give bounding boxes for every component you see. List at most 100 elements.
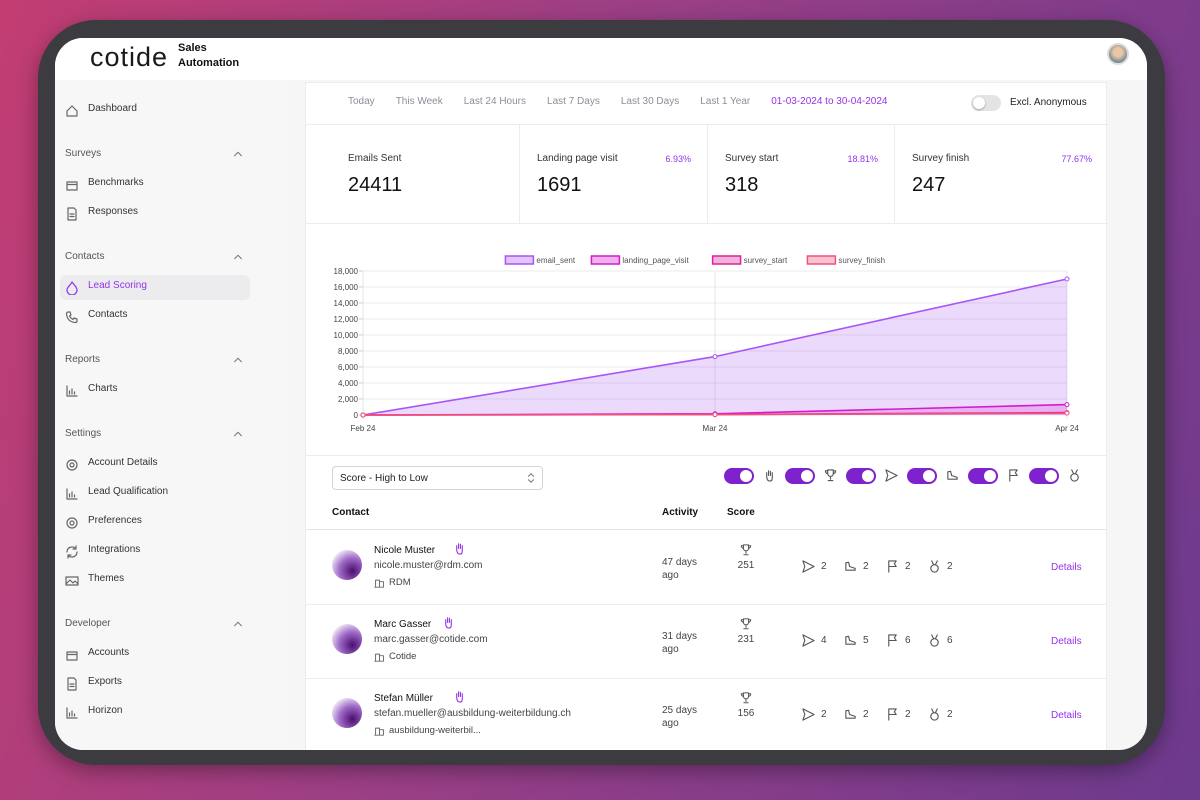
- contact-email: marc.gasser@cotide.com: [374, 634, 488, 645]
- nav-item[interactable]: Charts: [88, 383, 118, 394]
- hand-icon-shape: [455, 691, 463, 703]
- count-icon-shape: [930, 634, 939, 647]
- filter-toggle[interactable]: [846, 468, 876, 484]
- hand-icon: [444, 617, 452, 629]
- count-icon: [930, 634, 939, 647]
- score-icon-shape: [740, 544, 752, 556]
- y-tick-label: 10,000: [334, 331, 359, 340]
- nav-icon-shape: [66, 488, 78, 500]
- activity: 31 days ago: [662, 631, 698, 655]
- anonymous-toggle[interactable]: [971, 95, 1001, 111]
- y-tick-label: 18,000: [334, 267, 359, 276]
- count-icon: [802, 560, 815, 573]
- logo: cotide: [90, 42, 169, 72]
- count-icon-shape: [802, 560, 815, 573]
- contact-avatar: [332, 624, 362, 654]
- point: [1064, 410, 1070, 416]
- sort-select[interactable]: Score - High to Low: [332, 466, 543, 490]
- filter-icon-shape: [766, 470, 773, 482]
- nav-item[interactable]: Lead Scoring: [88, 280, 147, 291]
- nav-item[interactable]: Account Details: [88, 457, 158, 468]
- hand-icon-shape: [444, 617, 452, 629]
- nav-icon: [66, 459, 78, 471]
- nav-item[interactable]: Preferences: [88, 515, 142, 526]
- nav-item[interactable]: Horizon: [88, 705, 123, 716]
- nav-item[interactable]: Exports: [88, 676, 122, 687]
- filter-option[interactable]: Last 30 Days: [620, 96, 680, 107]
- nav-icon-shape: [66, 105, 78, 117]
- details-link[interactable]: Details: [1051, 636, 1082, 647]
- nav-icon: [66, 488, 78, 500]
- x-tick-label: Mar 24: [703, 424, 728, 433]
- filter-option[interactable]: Last 24 Hours: [463, 96, 527, 107]
- score-icon-shape: [740, 618, 752, 630]
- nav-item[interactable]: Lead Qualification: [88, 486, 169, 497]
- count-icon-shape: [802, 708, 815, 721]
- nav-icon-shape: [66, 385, 78, 397]
- stat-label: Survey start: [725, 153, 779, 164]
- details-link[interactable]: Details: [1051, 710, 1082, 721]
- details-link[interactable]: Details: [1051, 562, 1082, 573]
- hand-icon: [455, 691, 463, 703]
- nav-icon-shape: [66, 181, 78, 191]
- nav-item[interactable]: Integrations: [88, 544, 141, 555]
- stat-rate: 77.67%: [1061, 154, 1092, 164]
- filter-option[interactable]: This Week: [395, 96, 443, 107]
- x-tick-label: Feb 24: [351, 424, 376, 433]
- nav-item[interactable]: Benchmarks: [88, 177, 144, 188]
- row-border: [306, 678, 1106, 679]
- filter-option[interactable]: Today: [348, 96, 375, 107]
- product-name: Sales Automation: [178, 42, 240, 69]
- filter-toggle[interactable]: [724, 468, 754, 484]
- count: 2: [947, 561, 953, 572]
- filter-icon: [1009, 469, 1018, 482]
- point: [1064, 276, 1070, 282]
- filter-toggle[interactable]: [785, 468, 815, 484]
- collapse-chevron: [234, 431, 242, 437]
- nav-item[interactable]: Themes: [88, 573, 125, 584]
- point: [712, 412, 718, 418]
- count: 6: [947, 635, 953, 646]
- count: 2: [863, 561, 869, 572]
- nav-item[interactable]: Contacts: [88, 309, 128, 320]
- collapse-chevron: [234, 254, 242, 260]
- count-icon: [845, 635, 856, 645]
- count: 2: [821, 709, 827, 720]
- sort-value: Score - High to Low: [340, 473, 428, 484]
- nav-section-title: Settings: [65, 428, 102, 439]
- nav-section-title: Surveys: [65, 148, 102, 159]
- user-avatar[interactable]: [1107, 43, 1129, 65]
- area: [363, 279, 1067, 415]
- count-icon: [845, 709, 856, 719]
- select-arrows: [527, 473, 535, 483]
- nav-icon: [66, 181, 78, 191]
- toggle-knob: [973, 97, 985, 109]
- column-header: Score: [727, 507, 755, 518]
- filter-toggle[interactable]: [968, 468, 998, 484]
- filter-option[interactable]: Last 1 Year: [700, 96, 751, 107]
- count: 2: [905, 561, 911, 572]
- filter-toggle[interactable]: [907, 468, 937, 484]
- count: 2: [947, 709, 953, 720]
- area: [363, 404, 1067, 415]
- filter-toggle[interactable]: [1029, 468, 1059, 484]
- nav-item[interactable]: Accounts: [88, 647, 130, 658]
- stat-label: Landing page visit: [537, 153, 618, 164]
- company-icon: [374, 727, 384, 736]
- count-icon: [888, 708, 897, 721]
- main-panel: Today This Week Last 24 Hours Last 7 Days La…: [305, 82, 1108, 750]
- score: 231: [737, 634, 755, 645]
- score-icon: [740, 618, 752, 630]
- score: 156: [737, 708, 755, 719]
- collapse-chevron: [234, 621, 242, 627]
- filter-option[interactable]: Last 7 Days: [547, 96, 600, 107]
- nav-icon-shape: [67, 207, 77, 221]
- contact-company: RDM: [389, 577, 411, 588]
- date-range[interactable]: 01-03-2024 to 30-04-2024: [771, 96, 888, 107]
- nav-item[interactable]: Dashboard: [88, 103, 137, 114]
- company-icon-shape: [374, 727, 384, 736]
- contact-avatar: [332, 698, 362, 728]
- toggle-knob: [862, 470, 874, 482]
- filter-icon: [947, 470, 958, 480]
- nav-item[interactable]: Responses: [88, 206, 139, 217]
